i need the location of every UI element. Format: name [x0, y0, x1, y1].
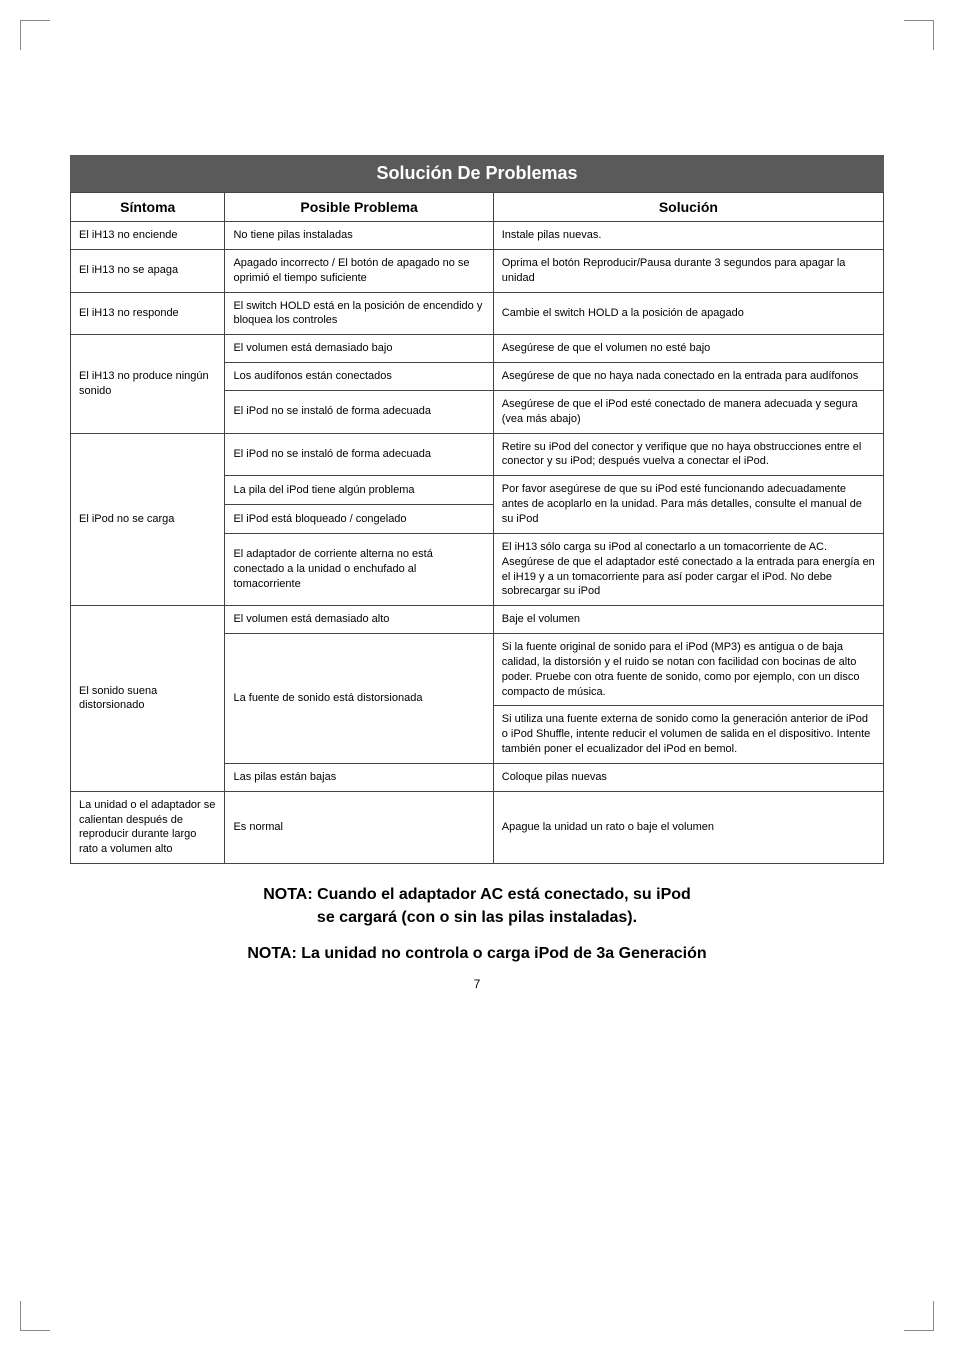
note-1-line-2: se cargará (con o sin las pilas instalad…: [70, 907, 884, 929]
cell-solucion: Oprima el botón Reproducir/Pausa durante…: [493, 249, 883, 292]
cell-sintoma: El iH13 no produce ningún sonido: [71, 335, 225, 433]
cell-problema: La fuente de sonido está distorsionada: [225, 634, 493, 764]
table-row: El iH13 no se apaga Apagado incorrecto /…: [71, 249, 884, 292]
cell-problema: Las pilas están bajas: [225, 763, 493, 791]
cell-solucion: Baje el volumen: [493, 606, 883, 634]
table-row: La unidad o el adaptador se calientan de…: [71, 791, 884, 863]
page-title: Solución De Problemas: [70, 155, 884, 192]
cell-solucion: Coloque pilas nuevas: [493, 763, 883, 791]
cell-problema: El iPod no se instaló de forma adecuada: [225, 390, 493, 433]
table-row: El iH13 no produce ningún sonido El volu…: [71, 335, 884, 363]
cell-problema: El volumen está demasiado alto: [225, 606, 493, 634]
cell-solucion: Cambie el switch HOLD a la posición de a…: [493, 292, 883, 335]
cell-solucion: Por favor asegúrese de que su iPod esté …: [493, 476, 883, 534]
table-row: El iPod no se carga El iPod no se instal…: [71, 433, 884, 476]
cell-sintoma: El iH13 no enciende: [71, 222, 225, 250]
header-problema: Posible Problema: [225, 193, 493, 222]
cell-solucion: Asegúrese de que el volumen no esté bajo: [493, 335, 883, 363]
cell-sintoma: La unidad o el adaptador se calientan de…: [71, 791, 225, 863]
table-row: El iH13 no enciende No tiene pilas insta…: [71, 222, 884, 250]
cell-problema: El iPod no se instaló de forma adecuada: [225, 433, 493, 476]
table-header-row: Síntoma Posible Problema Solución: [71, 193, 884, 222]
cell-solucion: Instale pilas nuevas.: [493, 222, 883, 250]
table-row: El iH13 no responde El switch HOLD está …: [71, 292, 884, 335]
cell-sintoma: El iH13 no se apaga: [71, 249, 225, 292]
cell-sintoma: El iH13 no responde: [71, 292, 225, 335]
troubleshoot-table: Síntoma Posible Problema Solución El iH1…: [70, 192, 884, 864]
cell-solucion: Asegúrese de que no haya nada conectado …: [493, 363, 883, 391]
header-sintoma: Síntoma: [71, 193, 225, 222]
table-row: El sonido suena distorsionado El volumen…: [71, 606, 884, 634]
cell-problema: Apagado incorrecto / El botón de apagado…: [225, 249, 493, 292]
cell-solucion: Apague la unidad un rato o baje el volum…: [493, 791, 883, 863]
cell-solucion: Asegúrese de que el iPod esté conectado …: [493, 390, 883, 433]
cell-problema: No tiene pilas instaladas: [225, 222, 493, 250]
notes-section: NOTA: Cuando el adaptador AC está conect…: [70, 884, 884, 965]
cell-problema: La pila del iPod tiene algún problema: [225, 476, 493, 505]
cell-solucion: Si la fuente original de sonido para el …: [493, 634, 883, 706]
cell-problema: Los audífonos están conectados: [225, 363, 493, 391]
cell-solucion: Si utiliza una fuente externa de sonido …: [493, 706, 883, 764]
cell-problema: El switch HOLD está en la posición de en…: [225, 292, 493, 335]
cell-solucion: El iH13 sólo carga su iPod al conectarlo…: [493, 533, 883, 605]
cell-problema: El volumen está demasiado bajo: [225, 335, 493, 363]
header-solucion: Solución: [493, 193, 883, 222]
cell-sintoma: El iPod no se carga: [71, 433, 225, 606]
cell-problema: El iPod está bloqueado / congelado: [225, 505, 493, 534]
note-1-line-1: NOTA: Cuando el adaptador AC está conect…: [70, 884, 884, 906]
cell-sintoma: El sonido suena distorsionado: [71, 606, 225, 792]
cell-solucion: Retire su iPod del conector y verifique …: [493, 433, 883, 476]
page-number: 7: [70, 977, 884, 991]
note-2: NOTA: La unidad no controla o carga iPod…: [70, 943, 884, 965]
cell-problema: Es normal: [225, 791, 493, 863]
cell-problema: El adaptador de corriente alterna no est…: [225, 533, 493, 605]
